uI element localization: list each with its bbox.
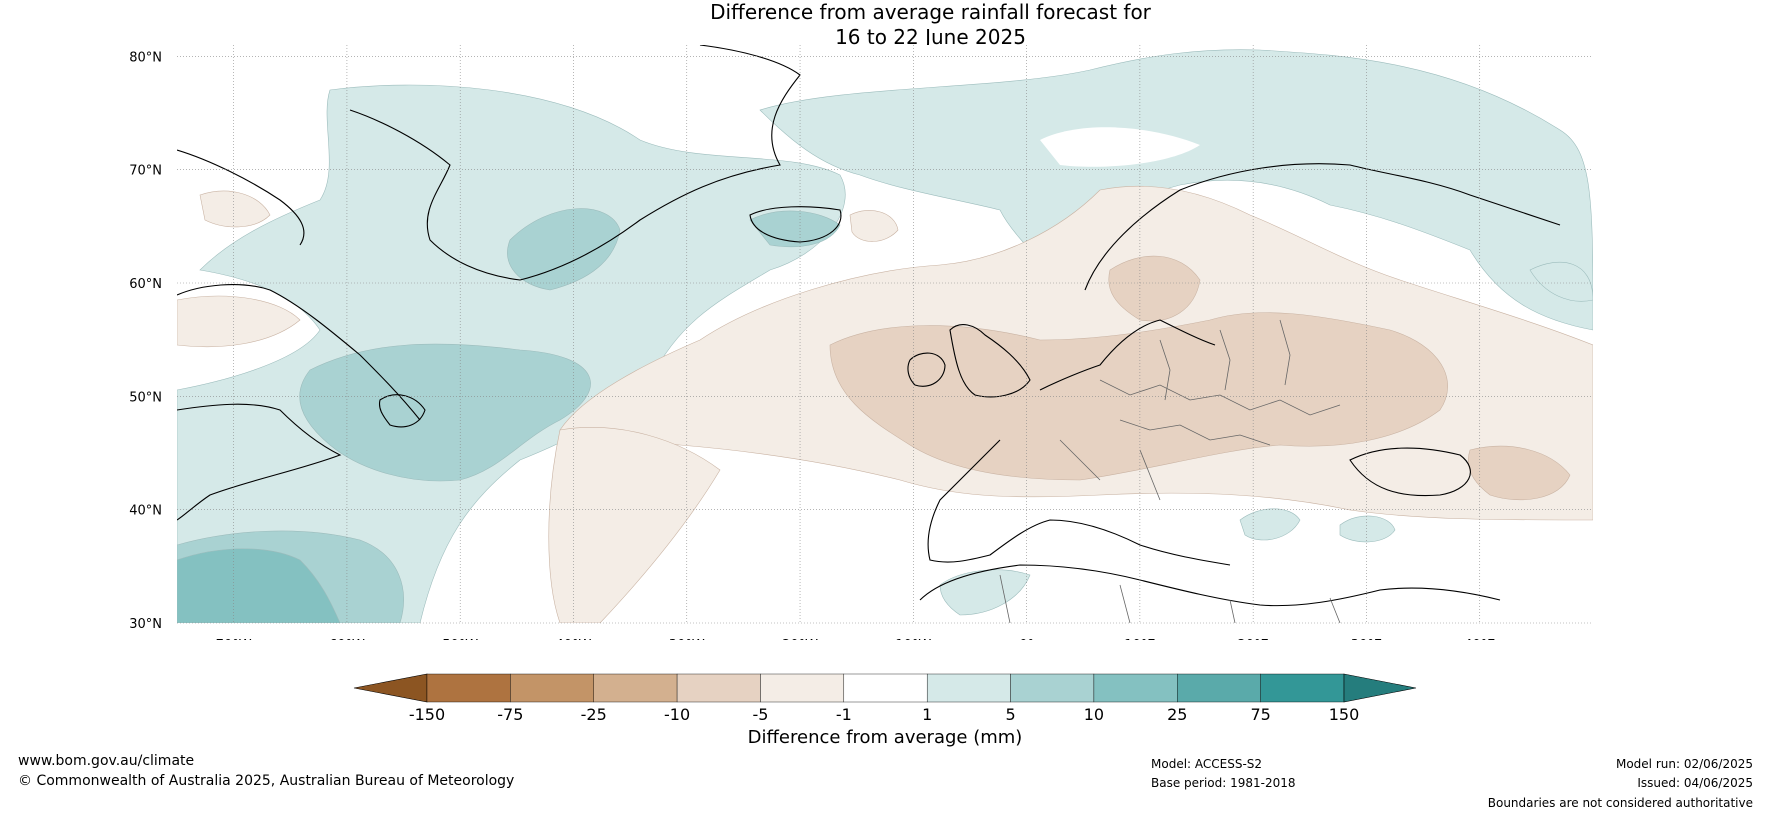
colorbar-tick-label: 10 (1084, 705, 1104, 724)
longitude-tick-label: 20°W (782, 638, 818, 640)
colorbar-swatch (843, 673, 928, 703)
drier-than-average-regions (177, 185, 1593, 623)
colorbar-tick-label: -1 (836, 705, 852, 724)
longitude-tick-label: 30°W (669, 638, 705, 640)
europe-coastline (927, 319, 1231, 566)
arctic-dry-gap (1040, 127, 1200, 167)
labrador-wet-core (299, 343, 591, 482)
colorbar-labels: -150 -75 -25 -10 -5 -1 1 5 10 25 75 150 (409, 705, 1359, 724)
greenland-dry-patch (199, 190, 271, 228)
colorbar-swatches (353, 673, 1417, 703)
greenland-wet-core (507, 208, 621, 291)
map-title-line1: Difference from average rainfall forecas… (710, 0, 1151, 24)
colorbar-tick-label: 150 (1329, 705, 1360, 724)
base-period: Base period: 1981-2018 (1151, 776, 1296, 790)
map-title: Difference from average rainfall forecas… (0, 0, 1770, 50)
latitude-labels: 80°N 70°N 60°N 50°N 40°N 30°N (129, 50, 162, 632)
black-sea-coastline (1349, 447, 1471, 497)
longitude-tick-label: 10°W (895, 638, 931, 640)
turkey-wet-patch (1339, 515, 1396, 543)
colorbar-extend-low (353, 673, 428, 703)
labrador-dry-patch (177, 295, 301, 348)
model-run-date: Model run: 02/06/2025 (1615, 757, 1753, 771)
colorbar-tick-label: 25 (1167, 705, 1187, 724)
rainfall-map: 80°N 70°N 60°N 50°N 40°N 30°N 70°W 60°W 50°W 40°… (129, 45, 1593, 640)
aegean-wet-patch (1239, 508, 1301, 541)
colorbar-tick-label: 5 (1005, 705, 1015, 724)
africa-coastline (919, 564, 1501, 607)
colorbar-extend-high (1343, 673, 1417, 703)
colorbar-tick-label: 75 (1250, 705, 1270, 724)
greenland-coastline (349, 45, 801, 281)
baffin-coastline (177, 149, 305, 246)
latitude-tick-label: 70°N (129, 164, 162, 179)
model-name: Model: ACCESS-S2 (1151, 757, 1263, 771)
issued-date: Issued: 04/06/2025 (1637, 776, 1753, 790)
copyright-notice: © Commonwealth of Australia 2025, Austra… (18, 773, 515, 789)
iceland-coastline (749, 206, 842, 243)
colorbar-tick-label: -75 (497, 705, 523, 724)
latitude-tick-label: 60°N (129, 277, 162, 292)
colorbar-swatch (510, 673, 594, 703)
colorbar-title: Difference from average (mm) (747, 727, 1023, 748)
caspian-dry-core (1467, 445, 1571, 501)
colorbar-tick-label: -150 (409, 705, 445, 724)
north-america-coastline (177, 403, 342, 521)
colorbar-swatch (1260, 673, 1345, 703)
colorbar-swatch (1093, 673, 1178, 703)
colorbar-swatch (593, 673, 678, 703)
longitude-tick-label: 70°W (216, 638, 252, 640)
colorbar-swatch (676, 673, 761, 703)
colorbar-swatch (926, 673, 1011, 703)
longitude-labels: 70°W 60°W 50°W 40°W 30°W 20°W 10°W 0° 10°E 20°E 30… (216, 638, 1496, 640)
colorbar-swatch (426, 673, 511, 703)
latitude-tick-label: 50°N (129, 390, 162, 405)
north-africa-wet-patch (939, 569, 1031, 616)
longitude-tick-label: 40°W (556, 638, 592, 640)
boundaries-disclaimer: Boundaries are not considered authoritat… (1487, 796, 1753, 810)
longitude-tick-label: 40°E (1464, 638, 1495, 640)
scandinavia-dry-core (1108, 255, 1201, 322)
latitude-tick-label: 80°N (129, 50, 162, 65)
atlantic-south-wet-core (177, 548, 341, 623)
ireland-coastline (907, 352, 946, 387)
latitude-tick-label: 30°N (129, 617, 162, 632)
coastlines (177, 45, 1561, 607)
map-plot-area (177, 45, 1593, 623)
longitude-tick-label: 10°E (1124, 638, 1155, 640)
iceland-wet-core (749, 210, 841, 248)
atlantic-dry-tongue (548, 427, 721, 623)
colorbar-tick-label: 1 (922, 705, 932, 724)
wetter-than-average-regions (177, 49, 1593, 623)
website-link[interactable]: www.bom.gov.au/climate (18, 753, 195, 769)
ural-wet-patch (1529, 261, 1593, 302)
longitude-tick-label: 20°E (1238, 638, 1269, 640)
longitude-tick-label: 60°W (329, 638, 365, 640)
colorbar-swatch (760, 673, 845, 703)
colorbar-swatch (1177, 673, 1261, 703)
newfoundland-coastline (378, 394, 426, 428)
iceland-dry-patch (849, 210, 899, 242)
scandinavia-coastline (1084, 163, 1561, 291)
colorbar-tick-label: -25 (581, 705, 607, 724)
latitude-tick-label: 40°N (129, 504, 162, 519)
longitude-tick-label: 30°E (1351, 638, 1382, 640)
labrador-coastline (177, 284, 421, 421)
graticule (177, 45, 1593, 624)
africa-borders (999, 574, 1341, 623)
longitude-tick-label: 0° (1019, 638, 1034, 640)
europe-dry-core (829, 312, 1448, 481)
colorbar-tick-label: -5 (752, 705, 768, 724)
country-borders (999, 319, 1341, 623)
longitude-tick-label: 50°W (442, 638, 478, 640)
europe-borders (1059, 319, 1341, 501)
britain-coastline (949, 324, 1031, 398)
colorbar-tick-label: -10 (664, 705, 690, 724)
colorbar-swatch (1010, 673, 1095, 703)
arctic-wet-zone (759, 49, 1593, 331)
